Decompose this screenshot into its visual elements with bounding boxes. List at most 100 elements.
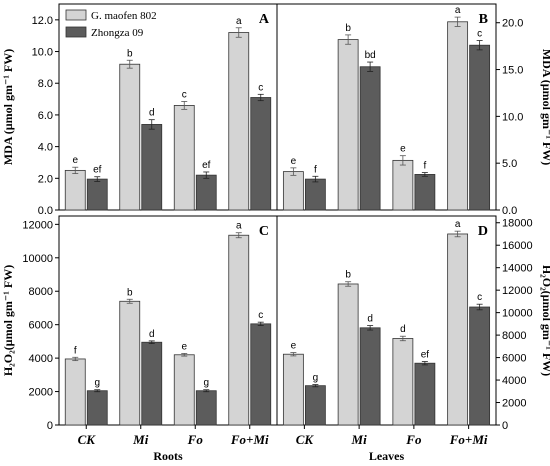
x-tick-label: Fo (187, 432, 204, 447)
panel-letter: B (479, 12, 488, 27)
y-tick-label: 10000 (22, 253, 53, 265)
significance-letter: d (400, 324, 406, 335)
y-tick-label: 18000 (502, 218, 533, 230)
y-tick-label: 20.0 (502, 18, 523, 30)
bar (414, 174, 436, 211)
bar (414, 362, 436, 426)
bar (228, 32, 250, 211)
significance-letter: b (345, 23, 351, 34)
significance-letter: g (94, 378, 100, 389)
bar (392, 338, 414, 426)
significance-letter: ef (202, 160, 211, 171)
bar (304, 385, 326, 426)
bar (119, 300, 141, 426)
x-axis-label: Leaves (369, 449, 405, 463)
bar (469, 306, 491, 426)
significance-letter: g (313, 373, 319, 384)
y-axis-label: MDA (µmol gm⁻¹ FW) (1, 49, 15, 166)
y-axis-label: H₂O₂(µmol gm⁻¹ FW) (1, 265, 15, 376)
legend-swatch (65, 26, 87, 38)
y-tick-label: 8.0 (38, 78, 53, 90)
y-tick-label: 10000 (502, 308, 533, 320)
bar (337, 39, 359, 211)
bar (359, 327, 381, 426)
panel-letter: D (478, 224, 488, 239)
significance-letter: a (455, 219, 461, 230)
bar (282, 171, 304, 211)
bar (141, 124, 163, 211)
y-tick-label: 6000 (502, 353, 526, 365)
y-tick-label: 0.0 (38, 205, 53, 217)
bar (86, 178, 108, 211)
bar (447, 21, 469, 211)
x-tick-label: CK (296, 432, 315, 447)
y-tick-label: 6000 (29, 320, 53, 332)
y-tick-label: 2000 (29, 387, 53, 399)
bar (173, 354, 195, 426)
bar (469, 44, 491, 211)
significance-letter: a (236, 221, 242, 232)
y-tick-label: 4000 (29, 353, 53, 365)
bar (359, 66, 381, 211)
panel-letter: C (259, 224, 269, 239)
significance-letter: f (423, 161, 426, 172)
y-tick-label: 14000 (502, 263, 533, 275)
significance-letter: e (291, 341, 297, 352)
significance-letter: e (291, 156, 297, 167)
y-tick-label: 0 (47, 420, 53, 432)
significance-letter: c (182, 89, 187, 100)
y-tick-label: 8000 (502, 330, 526, 342)
significance-letter: c (477, 29, 482, 40)
legend-label: Zhongza 09 (91, 27, 144, 39)
significance-letter: b (345, 270, 351, 281)
y-tick-label: 10.0 (32, 47, 53, 59)
significance-letter: d (149, 108, 155, 119)
significance-letter: bd (365, 50, 376, 61)
bar (304, 178, 326, 211)
x-tick-label: Fo (405, 432, 422, 447)
panel-frame (276, 3, 497, 211)
bar (64, 358, 86, 426)
bar (173, 105, 195, 211)
legend-swatch (65, 9, 87, 21)
significance-letter: a (236, 16, 242, 27)
x-tick-label: Mi (351, 432, 368, 447)
y-tick-label: 12000 (22, 219, 53, 231)
bar (195, 174, 217, 211)
significance-letter: d (149, 329, 155, 340)
y-tick-label: 6.0 (38, 110, 53, 122)
significance-letter: b (127, 287, 133, 298)
y-tick-label: 16000 (502, 240, 533, 252)
bar (250, 323, 272, 426)
y-tick-label: 0 (502, 420, 508, 432)
x-tick-label: CK (78, 432, 97, 447)
y-tick-label: 2.0 (38, 173, 53, 185)
bar (119, 63, 141, 211)
x-tick-label: Fo+Mi (449, 432, 488, 447)
x-tick-label: Fo+Mi (230, 432, 269, 447)
significance-letter: e (181, 341, 187, 352)
significance-letter: g (203, 378, 209, 389)
significance-letter: e (400, 144, 406, 155)
y-tick-label: 12.0 (32, 15, 53, 27)
bar (337, 283, 359, 426)
x-tick-label: Mi (132, 432, 149, 447)
legend-label: G. maofen 802 (91, 10, 157, 22)
bar (141, 341, 163, 426)
significance-letter: b (127, 48, 133, 59)
y-tick-label: 15.0 (502, 65, 523, 77)
bar (250, 97, 272, 211)
bar (447, 233, 469, 426)
panel-letter: A (259, 12, 270, 27)
y-axis-label: H₂O₂(µmol gm⁻¹ FW) (540, 265, 550, 376)
significance-letter: c (258, 82, 263, 93)
bar (392, 159, 414, 211)
significance-letter: ef (93, 165, 102, 176)
y-axis-label: MDA (µmol gm⁻¹ FW) (540, 49, 550, 166)
y-tick-label: 0.0 (502, 205, 517, 217)
bar (282, 353, 304, 426)
y-tick-label: 5.0 (502, 158, 517, 170)
y-tick-label: 4.0 (38, 142, 53, 154)
panel-frame (276, 215, 497, 426)
